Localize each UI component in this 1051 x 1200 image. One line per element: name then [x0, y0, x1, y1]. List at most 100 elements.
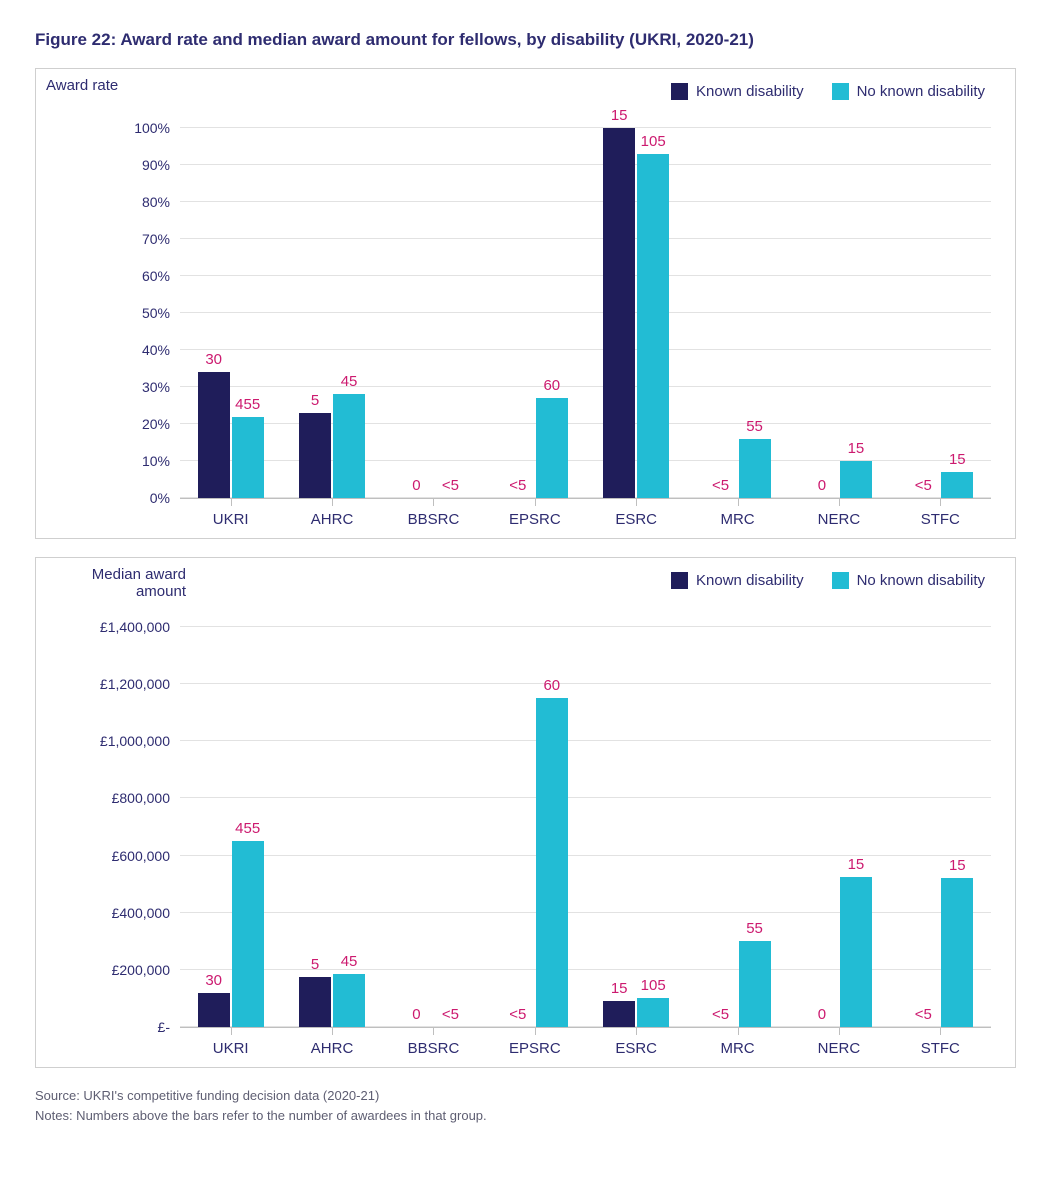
- bar-group: <555: [687, 129, 788, 498]
- bar-no-known: [637, 998, 669, 1027]
- bar-count-label: 15: [848, 856, 865, 873]
- bar-wrap: 105: [637, 154, 669, 498]
- y-axis-title-top: Award rate: [46, 77, 118, 94]
- figure-title: Figure 22: Award rate and median award a…: [35, 30, 1016, 50]
- bar-count-label: 55: [746, 418, 763, 435]
- x-tick-label: EPSRC: [484, 499, 585, 528]
- bar-count-label: 60: [543, 377, 560, 394]
- legend-label-no-known: No known disability: [857, 83, 985, 100]
- legend-item-no-known: No known disability: [832, 83, 985, 100]
- bar-group: <515: [890, 129, 991, 498]
- bar-count-label: 45: [341, 373, 358, 390]
- bar-no-known: [637, 154, 669, 498]
- bar-known: [299, 977, 331, 1027]
- bar-no-known: [333, 974, 365, 1027]
- legend-swatch-known: [671, 83, 688, 100]
- legend-item-known: Known disability: [671, 83, 804, 100]
- x-tick-label: MRC: [687, 499, 788, 528]
- bar-group: <515: [890, 628, 991, 1027]
- bar-group: 30455: [180, 628, 281, 1027]
- y-tick-label: 10%: [142, 453, 180, 469]
- bar-group: 0 <5: [383, 129, 484, 498]
- y-tick-label: 0%: [150, 490, 180, 506]
- bar-wrap: 55: [739, 439, 771, 498]
- bar-wrap: 455: [232, 841, 264, 1027]
- y-tick-label: 70%: [142, 231, 180, 247]
- y-tick-label: £-: [158, 1019, 180, 1035]
- bar-count-label: 30: [205, 351, 222, 368]
- bar-group: 30455: [180, 129, 281, 498]
- y-tick-label: £1,000,000: [100, 733, 180, 749]
- bar-wrap: 45: [333, 974, 365, 1027]
- y-tick-label: £1,400,000: [100, 619, 180, 635]
- bar-count-label: 455: [235, 396, 260, 413]
- y-tick-label: £400,000: [112, 905, 180, 921]
- x-tick-label: ESRC: [586, 1028, 687, 1057]
- y-tick-label: 80%: [142, 194, 180, 210]
- x-tick-label: MRC: [687, 1028, 788, 1057]
- x-tick-label: BBSRC: [383, 499, 484, 528]
- bar-wrap: 15: [603, 128, 635, 498]
- bar-known: [603, 1001, 635, 1027]
- bar-wrap: 15: [941, 472, 973, 498]
- y-tick-label: 100%: [134, 120, 180, 136]
- bar-wrap: 455: [232, 417, 264, 498]
- x-tick-label: BBSRC: [383, 1028, 484, 1057]
- bar-group: 15105: [586, 129, 687, 498]
- legend-bottom: Known disability No known disability: [671, 572, 985, 589]
- grid-line: [180, 127, 991, 128]
- bar-count-label: 15: [611, 107, 628, 124]
- bar-count-label: 0: [412, 477, 420, 494]
- x-tick-label: STFC: [890, 499, 991, 528]
- bar-count-label: 0: [818, 477, 826, 494]
- bar-count-label: <5: [509, 1006, 526, 1023]
- bar-wrap: 60: [536, 698, 568, 1027]
- bar-count-label: 455: [235, 820, 260, 837]
- bar-no-known: [536, 698, 568, 1027]
- x-tick-label: EPSRC: [484, 1028, 585, 1057]
- y-tick-label: £200,000: [112, 962, 180, 978]
- x-axis-top: UKRIAHRCBBSRCEPSRCESRCMRCNERCSTFC: [180, 499, 991, 528]
- bar-wrap: 30: [198, 372, 230, 498]
- bar-no-known: [232, 841, 264, 1027]
- bar-count-label: 0: [412, 1006, 420, 1023]
- bar-no-known: [232, 417, 264, 498]
- bar-wrap: 5: [299, 413, 331, 498]
- footnotes: Source: UKRI's competitive funding decis…: [35, 1086, 1016, 1125]
- plot-area-bottom: £-£200,000£400,000£600,000£800,000£1,000…: [180, 628, 991, 1028]
- x-tick-label: NERC: [788, 499, 889, 528]
- bar-group: <5 60: [484, 129, 585, 498]
- bar-no-known: [840, 461, 872, 498]
- legend-swatch-no-known: [832, 572, 849, 589]
- bar-count-label: 0: [818, 1006, 826, 1023]
- bar-count-label: 105: [641, 977, 666, 994]
- bar-group: <5 60: [484, 628, 585, 1027]
- y-tick-label: 20%: [142, 416, 180, 432]
- bar-count-label: <5: [509, 477, 526, 494]
- bar-known: [603, 128, 635, 498]
- bar-count-label: 55: [746, 920, 763, 937]
- bar-known: [299, 413, 331, 498]
- legend-item-known: Known disability: [671, 572, 804, 589]
- bar-count-label: <5: [442, 477, 459, 494]
- median-award-chart: Median award amount Known disability No …: [35, 557, 1016, 1068]
- bar-count-label: 60: [543, 677, 560, 694]
- x-tick-label: STFC: [890, 1028, 991, 1057]
- x-tick-label: AHRC: [281, 1028, 382, 1057]
- bar-count-label: 15: [949, 451, 966, 468]
- bar-group: 545: [281, 628, 382, 1027]
- bar-group: 5 45: [281, 129, 382, 498]
- bar-groups: 304555450<5<56015105<555015<515: [180, 628, 991, 1027]
- bar-group: 015: [788, 129, 889, 498]
- bar-known: [198, 993, 230, 1027]
- footnote-source: Source: UKRI's competitive funding decis…: [35, 1086, 1016, 1106]
- bar-no-known: [840, 877, 872, 1027]
- x-tick-label: NERC: [788, 1028, 889, 1057]
- bar-known: [198, 372, 230, 498]
- legend-item-no-known: No known disability: [832, 572, 985, 589]
- bar-no-known: [739, 941, 771, 1027]
- legend-swatch-no-known: [832, 83, 849, 100]
- x-tick-label: AHRC: [281, 499, 382, 528]
- bar-group: <555: [687, 628, 788, 1027]
- y-tick-label: £800,000: [112, 790, 180, 806]
